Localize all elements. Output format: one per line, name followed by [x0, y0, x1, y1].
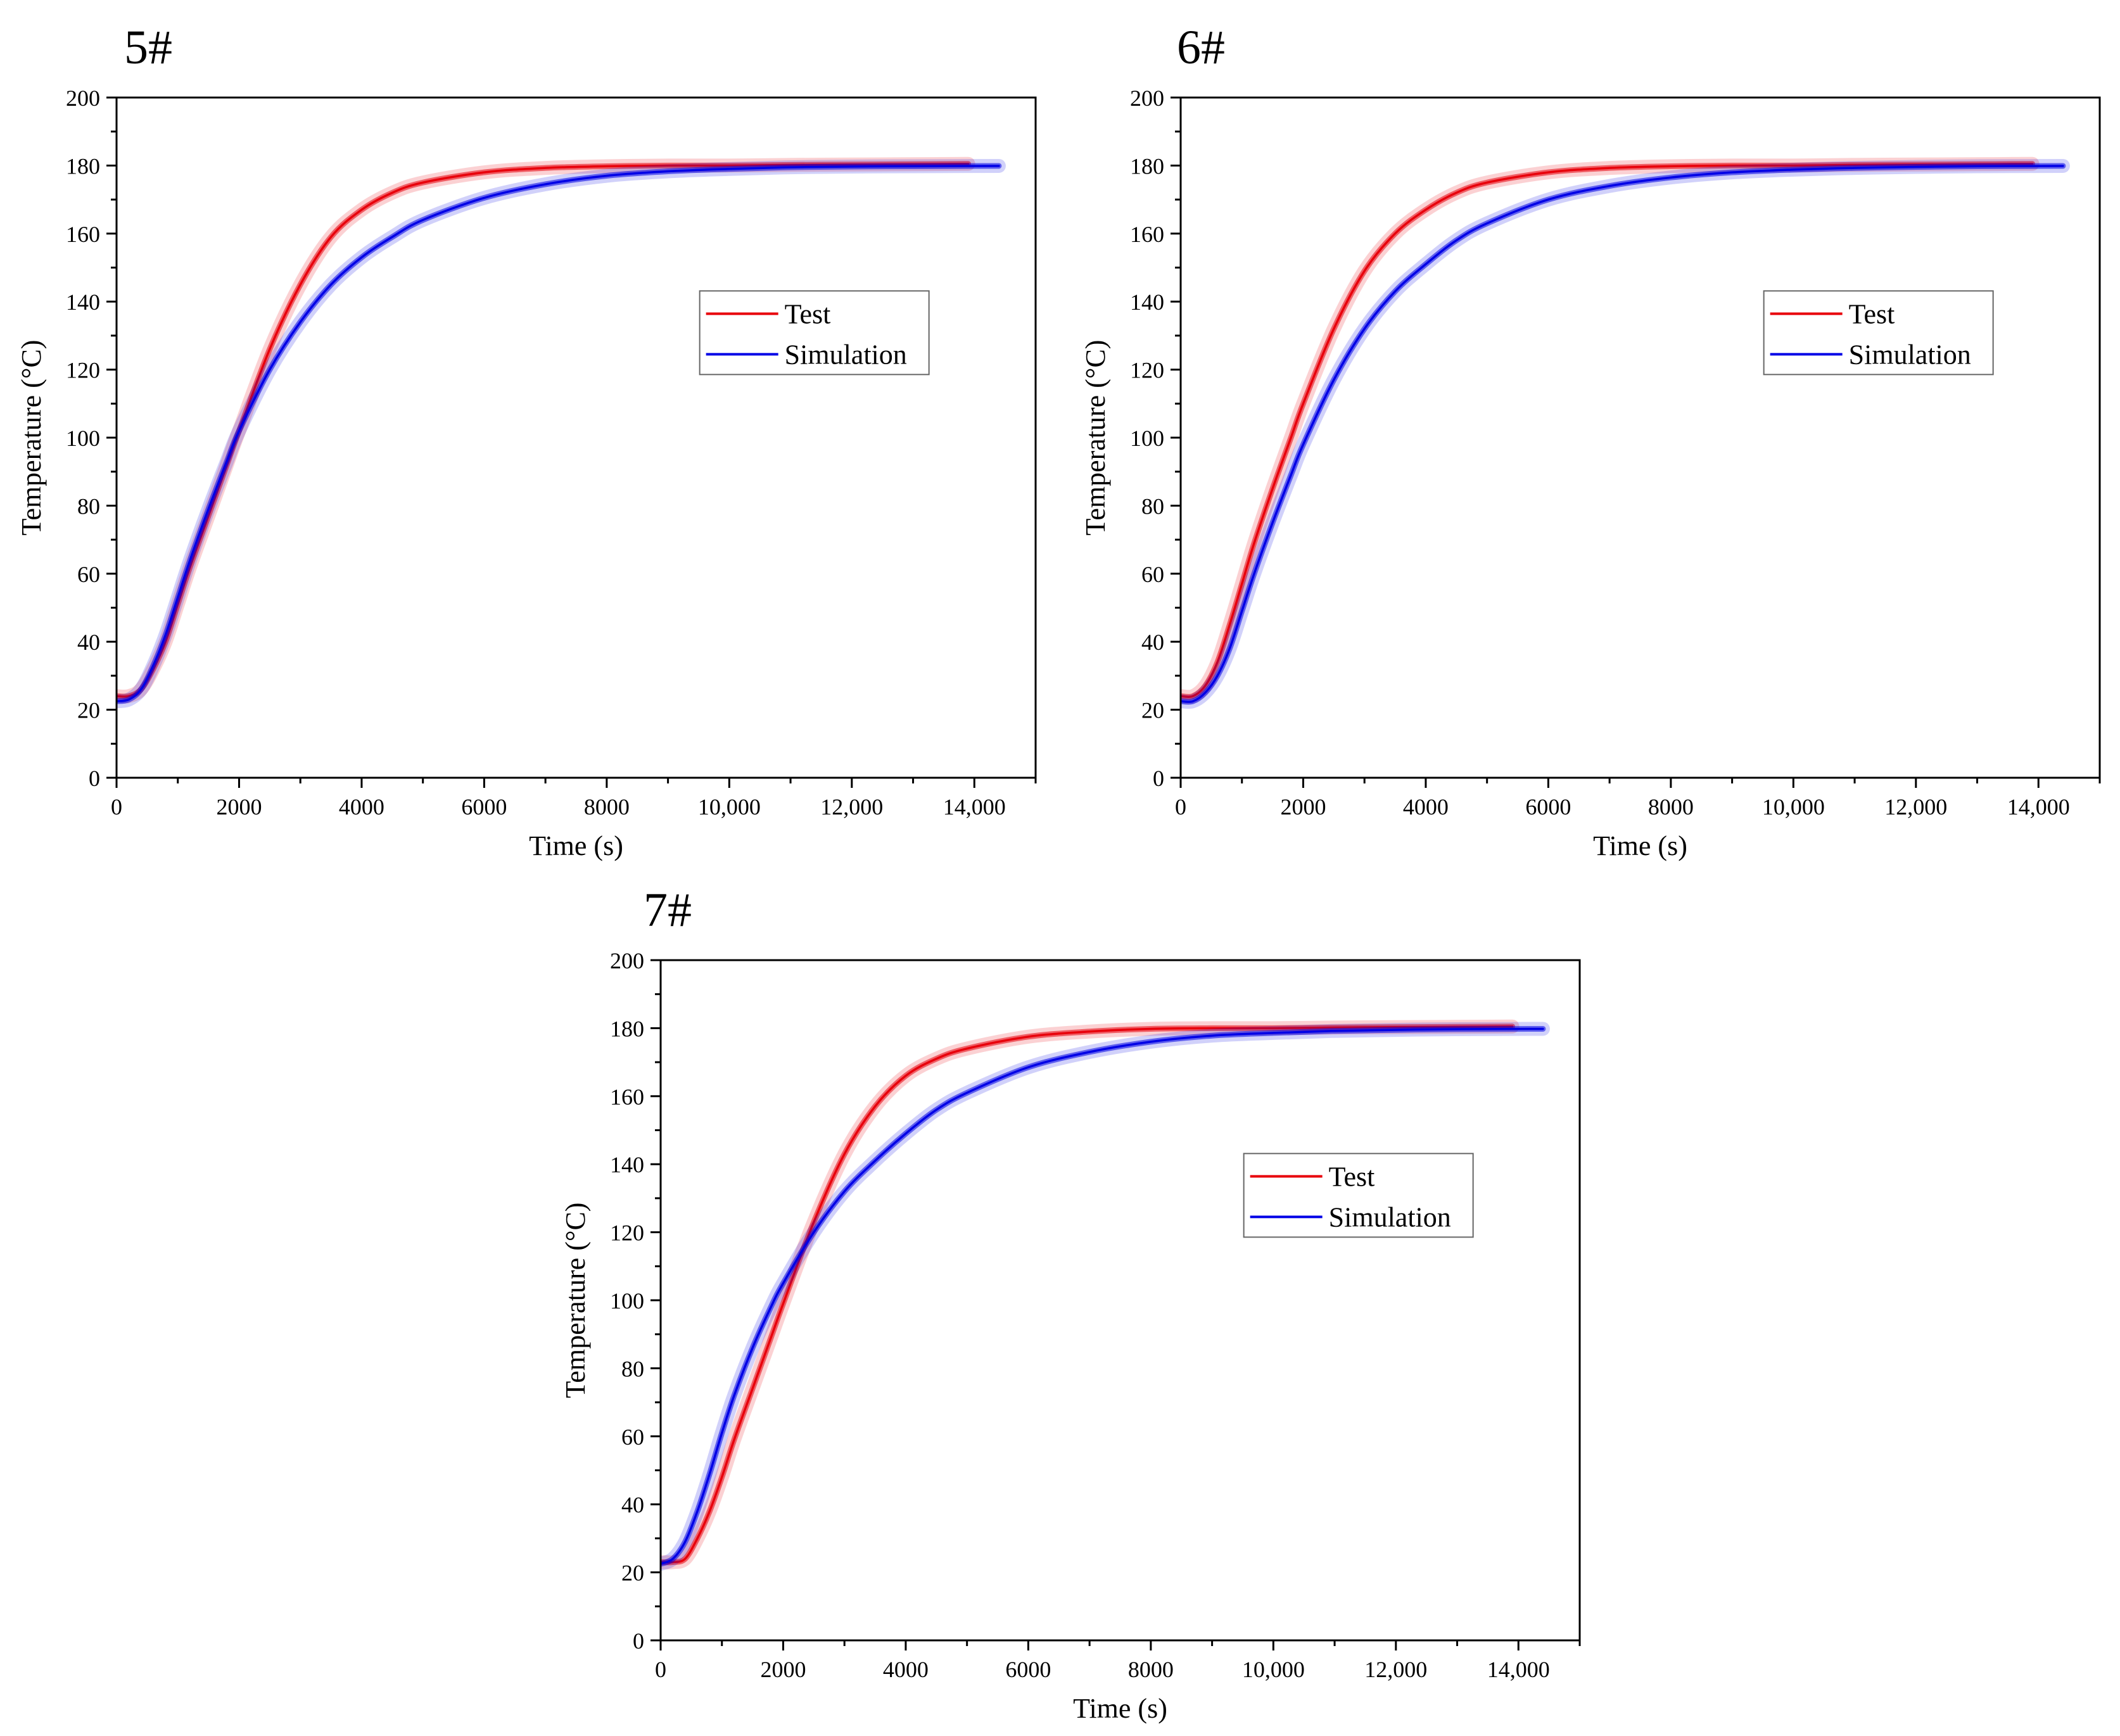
x-tick-label: 4000 — [883, 1657, 929, 1682]
x-tick-label: 4000 — [339, 794, 384, 820]
x-tick-label: 10,000 — [1242, 1657, 1305, 1682]
series-halo-simulation — [117, 158, 1006, 709]
y-tick-label: 40 — [77, 630, 100, 655]
y-tick-label: 140 — [1130, 289, 1164, 315]
series-group — [117, 156, 1006, 709]
legend-box — [1763, 290, 1994, 376]
y-tick-label: 100 — [610, 1288, 644, 1314]
y-tick-label: 20 — [621, 1561, 644, 1586]
legend-label-test: Test — [1329, 1161, 1375, 1192]
series-line-simulation — [661, 1027, 1544, 1565]
chart-panel-3: 7# 0 2000 4000 6000 8000 10,000 12,000 14,000 0 20… — [560, 884, 1581, 1724]
y-tick-label: 160 — [1130, 222, 1164, 247]
y-tick-label: 200 — [610, 948, 644, 973]
y-tick-label: 20 — [77, 698, 100, 723]
x-axis-label: Time (s) — [1593, 830, 1687, 861]
series-group — [1181, 156, 2070, 709]
y-tick-label: 180 — [66, 153, 100, 179]
y-tick-label: 100 — [66, 426, 100, 451]
y-axis-label: Temperature (°C) — [16, 340, 47, 536]
y-tick-label: 180 — [1130, 153, 1164, 179]
legend: Test Simulation — [699, 290, 930, 376]
x-tick-label: 10,000 — [1762, 794, 1825, 820]
x-tick-label: 12,000 — [1884, 794, 1947, 820]
x-axis-label: Time (s) — [1073, 1693, 1167, 1724]
y-tick-label: 160 — [66, 222, 100, 247]
y-tick-label: 160 — [610, 1084, 644, 1110]
x-tick-label: 10,000 — [698, 794, 761, 820]
panel-label: 6# — [1177, 21, 1225, 74]
y-tick-label: 120 — [1130, 358, 1164, 383]
panel-label: 5# — [124, 21, 172, 74]
series-group — [661, 1019, 1550, 1571]
x-tick-label: 6000 — [1005, 1657, 1051, 1682]
legend-label-simulation: Simulation — [1329, 1201, 1451, 1232]
plot-frame — [1179, 96, 2101, 779]
chart-panels: 5#0 2000 4000 6000 8000 10,000 12,000 14,000020… — [16, 21, 2101, 1724]
x-tick-label: 0 — [655, 1657, 666, 1682]
y-axis-label: Temperature (°C) — [1080, 340, 1111, 536]
legend-label-test: Test — [1849, 298, 1895, 329]
legend: Test Simulation — [1763, 290, 1994, 376]
y-tick-label: 0 — [89, 766, 100, 791]
y-tick-label: 80 — [1141, 493, 1164, 519]
x-tick-label: 2000 — [760, 1657, 806, 1682]
y-tick-label: 80 — [621, 1356, 644, 1381]
legend-label-simulation: Simulation — [785, 339, 907, 370]
plot-frame — [115, 96, 1037, 779]
y-tick-label: 0 — [633, 1628, 644, 1654]
x-tick-label: 6000 — [461, 794, 507, 820]
y-tick-label: 180 — [610, 1016, 644, 1041]
x-tick-label: 2000 — [216, 794, 262, 820]
legend-box — [699, 290, 930, 376]
y-tick-label: 200 — [1130, 86, 1164, 111]
y-tick-label: 0 — [1153, 766, 1164, 791]
series-band-test — [661, 1023, 1516, 1566]
x-tick-label: 12,000 — [820, 794, 883, 820]
plot-frame — [659, 959, 1581, 1642]
y-tick-label: 120 — [610, 1220, 644, 1246]
x-tick-label: 14,000 — [943, 794, 1006, 820]
x-tick-label: 8000 — [1648, 794, 1694, 820]
y-tick-label: 140 — [66, 289, 100, 315]
panel-label: 7# — [644, 884, 692, 937]
y-tick-label: 60 — [77, 562, 100, 587]
x-tick-label: 8000 — [584, 794, 630, 820]
x-tick-label: 12,000 — [1364, 1657, 1427, 1682]
x-tick-label: 2000 — [1280, 794, 1326, 820]
y-tick-label: 20 — [1141, 698, 1164, 723]
series-halo-simulation — [1181, 158, 2070, 709]
series-line-simulation — [1181, 165, 2064, 703]
x-axis-label: Time (s) — [529, 830, 623, 861]
y-tick-label: 80 — [77, 493, 100, 519]
y-tick-label: 60 — [1141, 562, 1164, 587]
legend: Test Simulation — [1243, 1153, 1474, 1238]
x-tick-label: 0 — [1175, 794, 1186, 820]
x-tick-label: 6000 — [1525, 794, 1571, 820]
y-tick-label: 200 — [66, 86, 100, 111]
y-axis-label: Temperature (°C) — [560, 1203, 591, 1398]
x-tick-label: 4000 — [1403, 794, 1449, 820]
legend-label-simulation: Simulation — [1849, 339, 1971, 370]
x-tick-label: 8000 — [1128, 1657, 1174, 1682]
legend-label-test: Test — [785, 298, 831, 329]
chart-panel-1: 5# 0 2000 4000 6000 8000 10,000 12,000 14,000 0 20… — [16, 21, 1037, 861]
y-tick-label: 40 — [1141, 630, 1164, 655]
y-tick-label: 60 — [621, 1424, 644, 1450]
series-line-simulation — [117, 165, 1000, 702]
x-tick-label: 14,000 — [2007, 794, 2070, 820]
y-tick-label: 140 — [610, 1152, 644, 1177]
legend-box — [1243, 1153, 1474, 1238]
x-tick-label: 14,000 — [1487, 1657, 1550, 1682]
series-band-simulation — [117, 163, 1002, 704]
series-line-test — [661, 1025, 1514, 1564]
series-line-test — [1181, 162, 2034, 699]
y-tick-label: 120 — [66, 358, 100, 383]
y-tick-label: 100 — [1130, 426, 1164, 451]
x-tick-label: 0 — [111, 794, 122, 820]
y-tick-label: 40 — [621, 1492, 644, 1517]
chart-panel-2: 6# 0 2000 4000 6000 8000 10,000 12,000 14,000 0 20… — [1080, 21, 2101, 861]
